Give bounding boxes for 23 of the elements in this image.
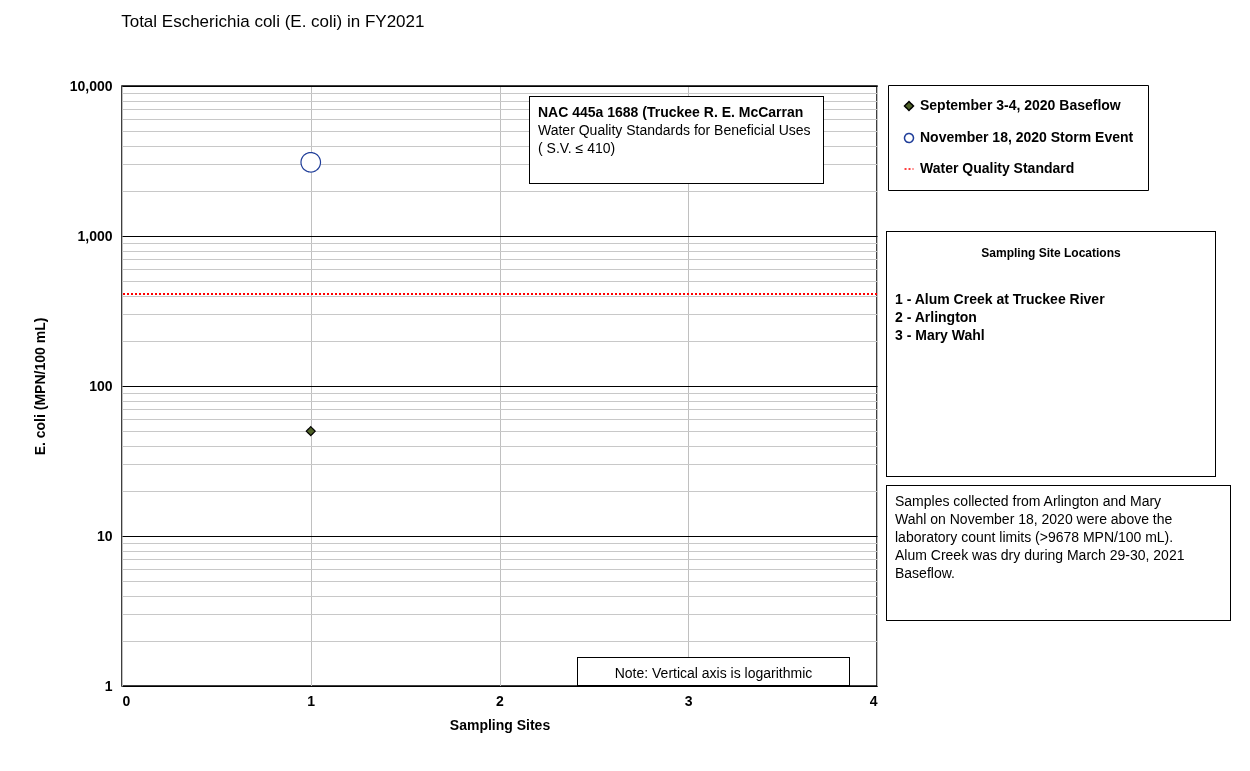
standards-note-box: NAC 445a 1688 (Truckee R. E. McCarran Water Quality Standards for Beneficial Uses ( S.V. ≤ 410) bbox=[529, 96, 824, 184]
x-tick-label: 1 bbox=[307, 692, 316, 709]
samples-note-box: Samples collected from Arlington and Mary Wahl on November 18, 2020 were above the laboratory count limits (>9678 MPN/100 mL). Alum Creek was dry during March 29-30, 2021 Baseflow. bbox=[886, 485, 1231, 621]
annotation: NAC 445a 1688 (Truckee R. E. McCarran bbox=[538, 103, 805, 121]
y-tick-label: 100 bbox=[89, 377, 113, 394]
y-axis-title: E. coli (MPN/100 mL) bbox=[31, 317, 48, 456]
y-tick-label: 1 bbox=[104, 677, 113, 694]
y-tick-label: 1,000 bbox=[77, 227, 113, 244]
x-tick-label: 4 bbox=[869, 692, 878, 709]
annotation: Note: Vertical axis is logarithmic bbox=[613, 664, 814, 682]
chart-title: Total Escherichia coli (E. coli) in FY2021 bbox=[121, 12, 425, 31]
x-tick-label: 3 bbox=[684, 692, 693, 709]
y-tick-label: 10 bbox=[96, 527, 113, 544]
legend-label: Water Quality Standard bbox=[920, 160, 1075, 176]
x-tick-label: 2 bbox=[496, 692, 505, 709]
legend-label: November 18, 2020 Storm Event bbox=[920, 129, 1134, 145]
site-locations-box: Sampling Site Locations 1 - Alum Creek at Truckee River 2 - Arlington 3 - Mary Wahl bbox=[886, 231, 1216, 477]
y-tick-label: 10,000 bbox=[69, 77, 113, 94]
legend-label: September 3-4, 2020 Baseflow bbox=[920, 97, 1121, 113]
annotation: Water Quality Standards for Beneficial Uses ( S.V. ≤ 410) bbox=[538, 121, 812, 157]
x-axis-title: Sampling Sites bbox=[449, 716, 551, 733]
x-tick-label: 0 bbox=[122, 692, 131, 709]
log-note-box: Note: Vertical axis is logarithmic bbox=[577, 657, 850, 686]
